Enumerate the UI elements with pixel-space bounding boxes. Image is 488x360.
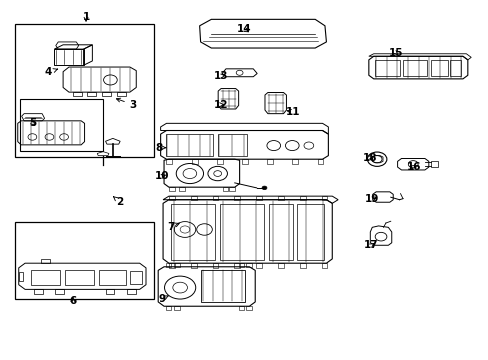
Circle shape xyxy=(262,186,266,190)
Bar xyxy=(15,24,154,157)
Bar xyxy=(168,187,174,192)
Text: 8: 8 xyxy=(155,143,165,153)
Bar xyxy=(321,196,327,200)
Bar xyxy=(277,263,283,267)
Bar xyxy=(217,134,246,156)
Bar xyxy=(168,263,174,267)
Bar xyxy=(212,263,218,267)
Bar xyxy=(190,263,196,267)
Text: 14: 14 xyxy=(237,24,251,35)
Bar xyxy=(216,159,222,163)
Bar xyxy=(277,196,283,200)
Bar xyxy=(200,270,244,302)
Bar xyxy=(234,263,240,267)
Bar xyxy=(168,196,174,200)
Text: 17: 17 xyxy=(363,240,378,250)
Bar xyxy=(321,263,327,267)
Bar xyxy=(166,159,172,163)
Bar xyxy=(234,196,240,200)
Bar xyxy=(238,263,244,267)
Text: 1: 1 xyxy=(82,12,89,22)
Bar xyxy=(374,60,399,76)
Text: 12: 12 xyxy=(213,100,228,110)
Bar xyxy=(127,289,136,294)
Bar xyxy=(222,187,228,192)
Bar xyxy=(238,306,244,310)
Bar xyxy=(87,92,96,96)
Bar xyxy=(430,161,437,167)
Text: 13: 13 xyxy=(213,71,228,81)
Bar xyxy=(267,159,273,163)
Bar xyxy=(99,270,126,285)
Bar xyxy=(34,289,42,294)
Bar xyxy=(292,159,298,163)
Text: 6: 6 xyxy=(69,296,76,306)
Text: 10: 10 xyxy=(154,171,168,181)
Bar xyxy=(130,271,142,284)
Bar xyxy=(299,263,305,267)
Text: 7: 7 xyxy=(167,222,179,231)
Bar xyxy=(65,270,94,285)
Bar xyxy=(165,134,213,156)
Bar xyxy=(245,263,251,267)
Bar xyxy=(317,159,323,163)
Bar xyxy=(41,259,50,263)
Bar xyxy=(165,306,171,310)
Bar xyxy=(54,49,83,65)
Bar xyxy=(178,187,184,192)
Bar xyxy=(402,60,427,76)
Bar xyxy=(297,204,324,260)
Bar xyxy=(73,92,81,96)
Text: 2: 2 xyxy=(113,197,123,207)
Text: 3: 3 xyxy=(116,98,137,110)
Text: 5: 5 xyxy=(29,118,36,128)
Bar xyxy=(245,306,251,310)
Bar xyxy=(256,263,262,267)
Bar xyxy=(242,159,247,163)
Bar xyxy=(449,60,460,76)
Bar xyxy=(105,289,114,294)
Bar xyxy=(15,222,154,299)
Text: 18: 18 xyxy=(362,153,376,163)
Bar xyxy=(165,263,171,267)
Bar xyxy=(20,99,103,151)
Bar xyxy=(190,196,196,200)
Text: 9: 9 xyxy=(158,294,168,304)
Bar xyxy=(430,60,447,76)
Bar xyxy=(102,92,111,96)
Bar xyxy=(256,196,262,200)
Text: 16: 16 xyxy=(406,162,421,172)
Bar xyxy=(191,159,197,163)
Bar xyxy=(228,187,234,192)
Bar xyxy=(117,92,125,96)
Bar xyxy=(212,196,218,200)
Text: 19: 19 xyxy=(365,194,379,204)
Bar xyxy=(171,204,215,260)
Text: 4: 4 xyxy=(45,67,58,77)
Bar xyxy=(299,196,305,200)
Text: 15: 15 xyxy=(387,48,402,58)
Bar xyxy=(55,289,64,294)
Bar xyxy=(268,204,293,260)
Bar xyxy=(220,204,264,260)
Bar xyxy=(173,263,179,267)
Bar xyxy=(19,272,23,281)
Bar xyxy=(31,270,60,285)
Bar xyxy=(173,306,179,310)
Text: 11: 11 xyxy=(285,107,300,117)
